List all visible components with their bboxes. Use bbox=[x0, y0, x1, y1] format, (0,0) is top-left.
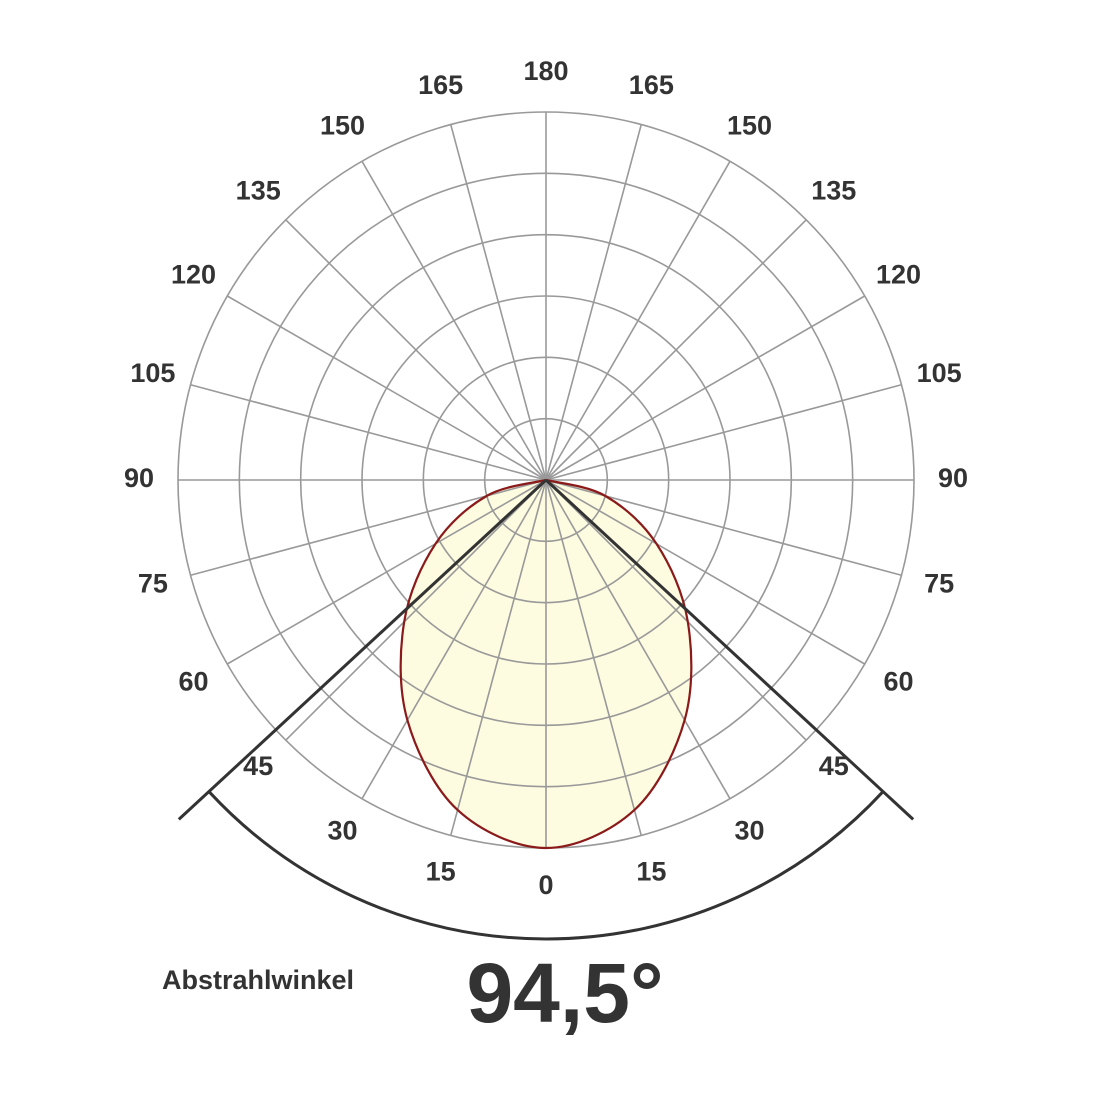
grid-spoke bbox=[545, 383, 902, 481]
angle-label: 0 bbox=[538, 870, 553, 900]
angle-label: 30 bbox=[327, 816, 357, 846]
beam-label: Abstrahlwinkel bbox=[162, 965, 354, 995]
angle-label: 60 bbox=[179, 667, 209, 697]
grid-spoke bbox=[361, 160, 547, 481]
grid-spoke bbox=[545, 219, 807, 481]
angle-label: 75 bbox=[138, 568, 168, 598]
grid-spoke bbox=[190, 383, 547, 481]
beam-line bbox=[177, 478, 548, 821]
angle-label: 15 bbox=[636, 856, 666, 886]
grid-spoke bbox=[449, 479, 547, 836]
angle-label: 135 bbox=[236, 175, 281, 205]
grid-spoke bbox=[545, 479, 807, 741]
grid-spoke bbox=[545, 295, 866, 481]
angle-label: 150 bbox=[320, 111, 365, 141]
angle-label: 120 bbox=[171, 260, 216, 290]
grid-spoke bbox=[545, 160, 731, 481]
grid-spoke bbox=[545, 479, 866, 665]
angle-label: 165 bbox=[418, 70, 463, 100]
angle-label: 15 bbox=[426, 856, 456, 886]
grid-spoke bbox=[449, 124, 547, 481]
beam-arc bbox=[207, 790, 885, 941]
angle-label: 105 bbox=[917, 358, 962, 388]
grid-spoke bbox=[545, 479, 731, 800]
angle-label: 180 bbox=[523, 56, 568, 86]
grid-spoke bbox=[361, 479, 547, 800]
angle-label: 120 bbox=[876, 260, 921, 290]
grid-spoke bbox=[545, 479, 643, 836]
intensity-curve bbox=[399, 478, 693, 850]
grid-spoke bbox=[285, 479, 547, 741]
beam-line bbox=[544, 478, 915, 821]
grid-spoke bbox=[285, 219, 547, 481]
beam-angle: 94,5° bbox=[466, 946, 663, 1040]
angle-label: 135 bbox=[811, 175, 856, 205]
angle-label: 150 bbox=[727, 111, 772, 141]
angle-label: 60 bbox=[883, 667, 913, 697]
grid-spoke bbox=[226, 295, 547, 481]
angle-label: 90 bbox=[938, 463, 968, 493]
angle-label: 30 bbox=[734, 816, 764, 846]
angle-label: 75 bbox=[924, 568, 954, 598]
grid-spoke bbox=[545, 124, 643, 481]
angle-label: 165 bbox=[629, 70, 674, 100]
grid-spoke bbox=[226, 479, 547, 665]
angle-label: 90 bbox=[124, 463, 154, 493]
angle-label: 105 bbox=[130, 358, 175, 388]
